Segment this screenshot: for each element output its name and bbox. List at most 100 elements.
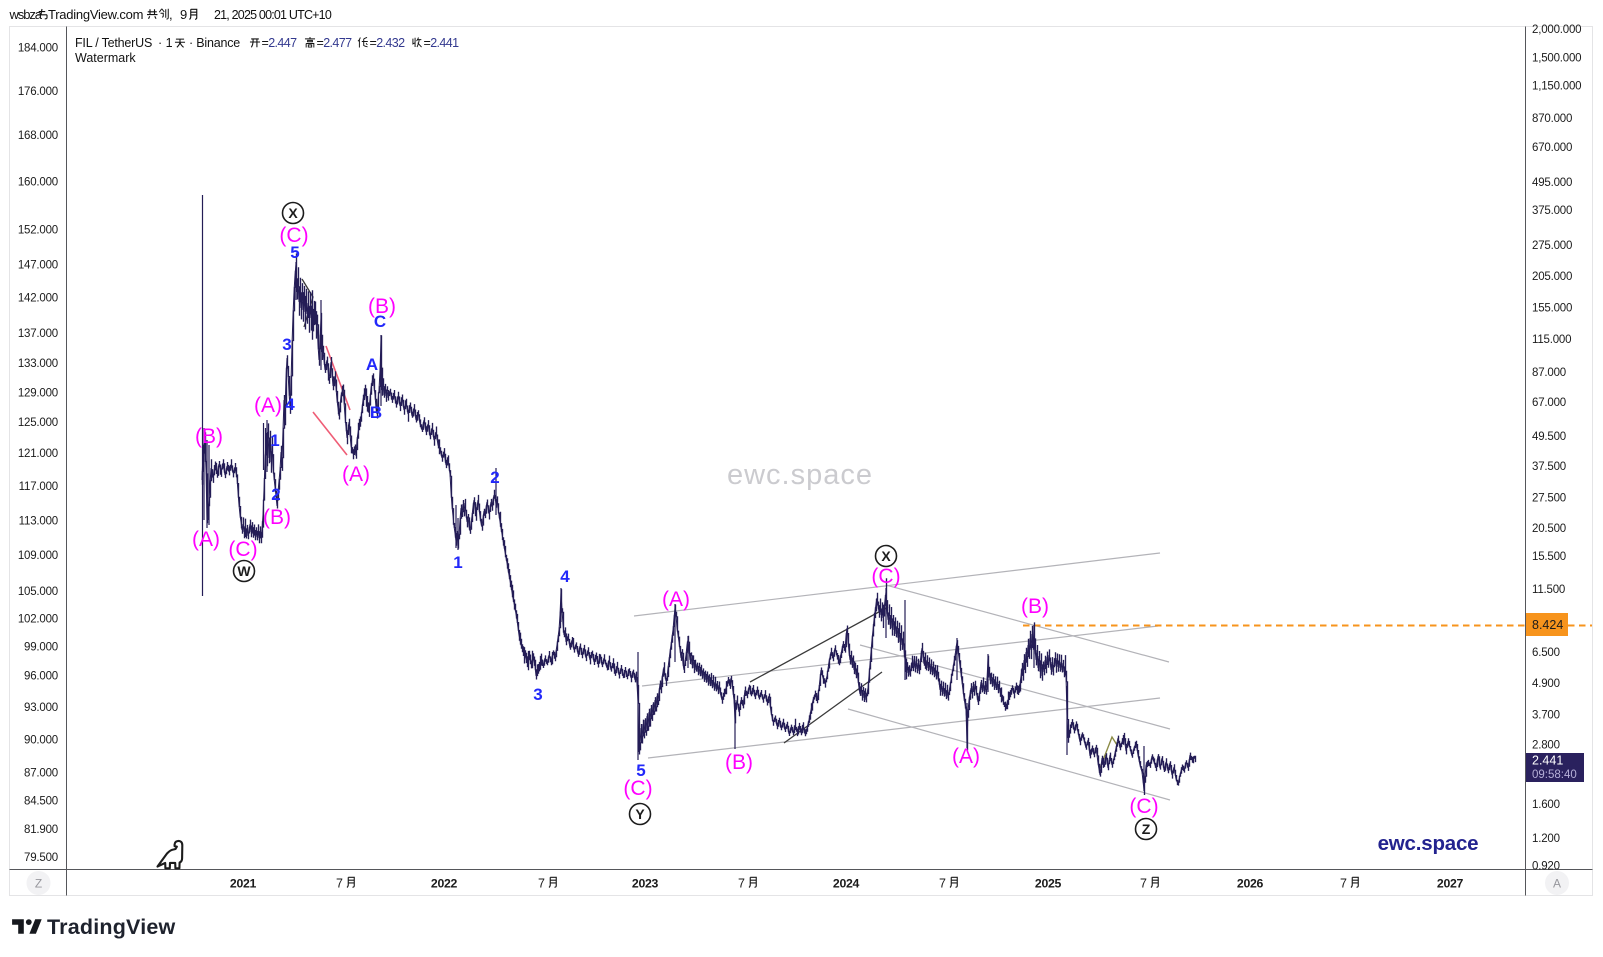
svg-text:37.500: 37.500 xyxy=(1532,461,1566,473)
svg-text:184.000: 184.000 xyxy=(18,43,58,55)
svg-text:113.000: 113.000 xyxy=(19,516,58,528)
svg-text:93.000: 93.000 xyxy=(24,702,58,714)
svg-text:=2.447: =2.447 xyxy=(262,36,298,50)
svg-text:375.000: 375.000 xyxy=(1532,205,1572,217)
svg-text:(A): (A) xyxy=(192,528,220,551)
svg-text:=2.441: =2.441 xyxy=(424,36,460,50)
svg-text:142.000: 142.000 xyxy=(18,293,58,305)
svg-text:2023: 2023 xyxy=(632,877,659,891)
svg-text:7: 7 xyxy=(538,877,545,891)
svg-text:FIL / TetherUS: FIL / TetherUS xyxy=(75,36,152,50)
svg-text:205.000: 205.000 xyxy=(1532,271,1572,283)
svg-text:5: 5 xyxy=(290,243,299,262)
svg-text:4.900: 4.900 xyxy=(1532,678,1560,690)
svg-text:(B): (B) xyxy=(368,295,396,318)
svg-text:1.600: 1.600 xyxy=(1532,799,1560,811)
svg-text:2: 2 xyxy=(490,468,499,487)
svg-text:(B): (B) xyxy=(725,751,753,774)
svg-text:670.000: 670.000 xyxy=(1532,142,1572,154)
svg-text:2.441: 2.441 xyxy=(1532,754,1563,768)
svg-text:X: X xyxy=(881,548,891,564)
svg-text:(B): (B) xyxy=(195,425,223,448)
svg-text:15.500: 15.500 xyxy=(1532,551,1566,563)
svg-text:2022: 2022 xyxy=(431,877,458,891)
svg-text:B: B xyxy=(370,403,382,422)
svg-text:wsbza: wsbza xyxy=(9,7,43,22)
svg-text:(A): (A) xyxy=(254,394,282,417)
svg-text:(C): (C) xyxy=(623,777,652,800)
svg-text:133.000: 133.000 xyxy=(18,358,58,370)
svg-text:=2.432: =2.432 xyxy=(370,36,406,50)
svg-text:2025: 2025 xyxy=(1035,877,1062,891)
svg-text:2024: 2024 xyxy=(833,877,860,891)
svg-text:27.500: 27.500 xyxy=(1532,493,1566,505)
svg-text:152.000: 152.000 xyxy=(18,225,58,237)
svg-text:21, 2025 00:01 UTC+10: 21, 2025 00:01 UTC+10 xyxy=(214,8,332,22)
svg-text:7: 7 xyxy=(1140,877,1147,891)
svg-text:A: A xyxy=(366,355,378,374)
svg-text:1.200: 1.200 xyxy=(1532,833,1560,845)
svg-text:90.000: 90.000 xyxy=(24,735,58,747)
svg-text:7: 7 xyxy=(336,877,343,891)
svg-text:C: C xyxy=(374,312,386,331)
svg-text:155.000: 155.000 xyxy=(1532,303,1572,315)
svg-text:129.000: 129.000 xyxy=(18,388,58,400)
svg-text:3.700: 3.700 xyxy=(1532,710,1560,722)
svg-text:275.000: 275.000 xyxy=(1532,240,1572,252)
svg-text:84.500: 84.500 xyxy=(24,796,58,808)
svg-text:4: 4 xyxy=(560,567,570,586)
svg-text:870.000: 870.000 xyxy=(1532,113,1572,125)
svg-text:X: X xyxy=(288,205,298,221)
svg-text:Y: Y xyxy=(635,806,645,822)
svg-text:(A): (A) xyxy=(342,463,370,486)
svg-text:81.900: 81.900 xyxy=(24,824,58,836)
svg-text:96.000: 96.000 xyxy=(24,671,58,683)
svg-text:20.500: 20.500 xyxy=(1532,523,1566,535)
svg-text:09:58:40: 09:58:40 xyxy=(1532,769,1577,781)
svg-text:2021: 2021 xyxy=(230,877,257,891)
svg-text:67.000: 67.000 xyxy=(1532,397,1566,409)
svg-text:=2.477: =2.477 xyxy=(317,36,353,50)
svg-text:7: 7 xyxy=(738,877,745,891)
svg-text:· 1: · 1 xyxy=(158,36,173,50)
svg-text:6.500: 6.500 xyxy=(1532,647,1560,659)
svg-text:3: 3 xyxy=(533,685,542,704)
svg-text:ewc.space: ewc.space xyxy=(1378,832,1479,855)
svg-text:(C): (C) xyxy=(228,538,257,561)
svg-text:8.424: 8.424 xyxy=(1532,618,1563,632)
svg-text:0.920: 0.920 xyxy=(1532,861,1560,873)
svg-text:137.000: 137.000 xyxy=(18,328,58,340)
svg-text:176.000: 176.000 xyxy=(18,86,58,98)
svg-text:TradingView.com: TradingView.com xyxy=(48,7,143,22)
svg-text:87.000: 87.000 xyxy=(1532,367,1566,379)
svg-text:(C): (C) xyxy=(1129,795,1158,818)
svg-text:Z: Z xyxy=(1142,821,1151,837)
svg-text:121.000: 121.000 xyxy=(18,448,58,460)
svg-text:TradingView: TradingView xyxy=(47,915,176,939)
svg-text:2: 2 xyxy=(271,485,280,504)
svg-text:102.000: 102.000 xyxy=(18,614,58,626)
svg-text:105.000: 105.000 xyxy=(18,586,58,598)
svg-text:,: , xyxy=(169,7,173,22)
svg-text:99.000: 99.000 xyxy=(24,642,58,654)
svg-text:1,150.000: 1,150.000 xyxy=(1532,80,1581,92)
svg-text:4: 4 xyxy=(285,395,295,414)
svg-text:7: 7 xyxy=(939,877,946,891)
svg-text:147.000: 147.000 xyxy=(18,260,58,272)
svg-text:(A): (A) xyxy=(952,745,980,768)
svg-text:W: W xyxy=(237,563,251,579)
svg-text:5: 5 xyxy=(636,761,645,780)
svg-text:117.000: 117.000 xyxy=(19,481,58,493)
svg-text:168.000: 168.000 xyxy=(18,130,58,142)
svg-text:A: A xyxy=(1553,877,1561,891)
svg-text:2026: 2026 xyxy=(1237,877,1264,891)
svg-text:(C): (C) xyxy=(871,565,900,588)
svg-text:1,500.000: 1,500.000 xyxy=(1532,53,1581,65)
svg-text:160.000: 160.000 xyxy=(18,177,58,189)
svg-text:109.000: 109.000 xyxy=(18,550,58,562)
svg-text:2,000.000: 2,000.000 xyxy=(1532,24,1581,36)
svg-text:(A): (A) xyxy=(662,588,690,611)
svg-text:87.000: 87.000 xyxy=(24,768,58,780)
svg-text:115.000: 115.000 xyxy=(1532,334,1571,346)
svg-text:ewc.space: ewc.space xyxy=(727,459,873,491)
